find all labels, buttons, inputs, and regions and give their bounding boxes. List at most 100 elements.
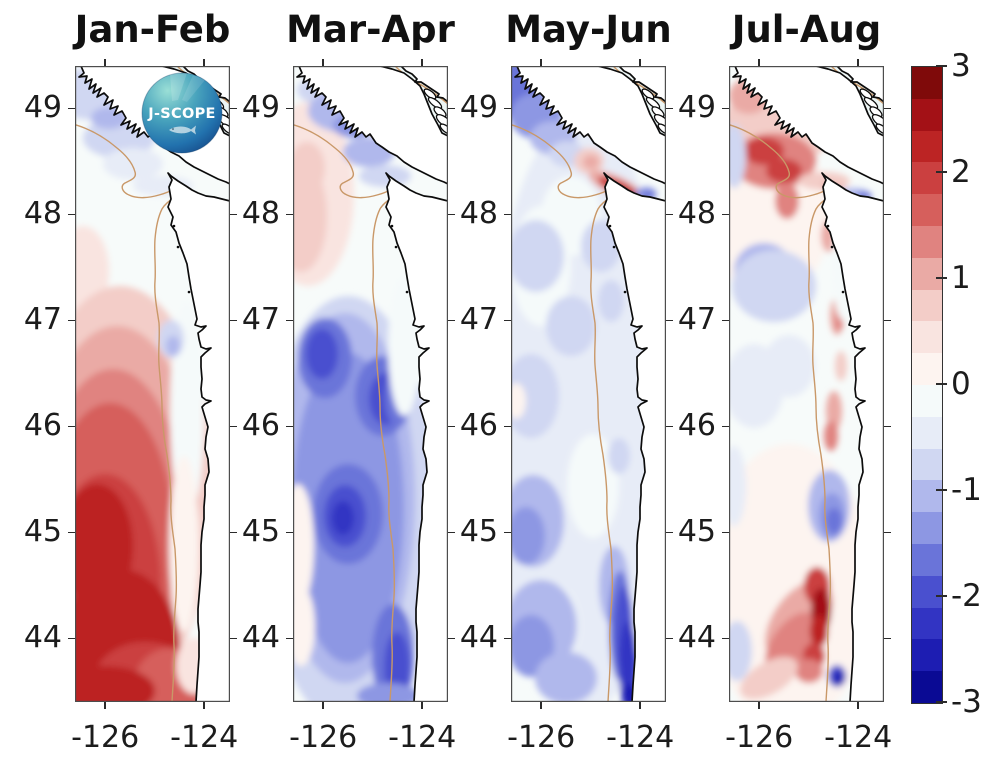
lon-tick-mark	[758, 59, 761, 66]
lon-tick-mark	[421, 59, 424, 66]
lat-tick-mark	[230, 319, 237, 322]
anomaly-blob	[729, 124, 746, 188]
lat-tick-mark	[666, 425, 673, 428]
lat-tick-mark	[722, 213, 729, 216]
coastal-islet	[612, 245, 616, 249]
lon-tick-mark	[104, 59, 107, 66]
lon-tick-label: -124	[606, 720, 675, 755]
colorbar-tick-mark	[936, 489, 947, 491]
lon-tick-mark	[203, 702, 206, 709]
panel-border	[293, 66, 448, 702]
map-svg	[293, 66, 448, 702]
lat-tick-mark	[504, 107, 511, 110]
anomaly-blob	[332, 501, 354, 535]
colorbar-tick-mark	[936, 383, 947, 385]
colorbar-band	[912, 225, 942, 258]
lat-tick-mark	[448, 319, 455, 322]
colorbar-band	[912, 480, 942, 513]
coastal-islet	[623, 290, 627, 294]
lat-tick-mark	[666, 319, 673, 322]
lat-tick-label: 46	[459, 408, 498, 444]
lat-tick-mark	[448, 213, 455, 216]
lat-tick-mark	[68, 107, 75, 110]
island	[859, 88, 873, 100]
island	[423, 88, 437, 100]
anomaly-blob	[567, 434, 619, 538]
lon-tick-mark	[104, 702, 107, 709]
lat-tick-mark	[722, 107, 729, 110]
coastal-islet	[841, 290, 845, 294]
fish-icon	[169, 125, 196, 135]
lat-tick-mark	[666, 637, 673, 640]
lon-tick-mark	[758, 702, 761, 709]
jscope-logo-text: J-SCOPE	[147, 106, 215, 122]
colorbar-tick-label: 3	[951, 48, 971, 84]
lat-tick-mark	[884, 425, 891, 428]
anomaly-blob	[775, 183, 799, 219]
anomaly-blob	[75, 666, 155, 702]
lon-tick-mark	[639, 702, 642, 709]
lon-tick-mark	[540, 702, 543, 709]
colorbar-tick-mark	[936, 595, 947, 597]
coastline-land	[514, 66, 666, 185]
lat-tick-mark	[722, 319, 729, 322]
anomaly-blob	[766, 159, 802, 183]
coastal-islet	[405, 290, 409, 294]
lat-tick-mark	[68, 319, 75, 322]
lon-tick-label: -126	[507, 720, 576, 755]
anomaly-blob	[826, 508, 842, 534]
anomaly-blob	[740, 656, 798, 700]
colorbar-band	[912, 67, 942, 99]
coastal-islet	[172, 224, 176, 228]
anomaly-blob	[744, 137, 784, 165]
lat-tick-mark	[286, 531, 293, 534]
lat-tick-mark	[286, 319, 293, 322]
lat-tick-mark	[286, 107, 293, 110]
anomaly-blob	[511, 220, 564, 292]
anomaly-blob	[166, 336, 180, 356]
colorbar-band	[912, 639, 942, 672]
lon-tick-mark	[857, 702, 860, 709]
lat-tick-mark	[666, 531, 673, 534]
lat-tick-label: 48	[241, 196, 280, 232]
coastline-land	[385, 172, 448, 702]
anomaly-blob	[835, 351, 847, 381]
anomaly-blob	[306, 329, 338, 379]
lat-tick-mark	[884, 531, 891, 534]
lat-tick-mark	[722, 531, 729, 534]
island	[641, 88, 655, 100]
lat-tick-mark	[504, 637, 511, 640]
panel-border	[511, 66, 666, 702]
anomaly-field	[75, 68, 215, 702]
panel-border	[75, 66, 230, 702]
anomaly-blob	[511, 507, 545, 565]
lat-tick-mark	[448, 107, 455, 110]
lon-tick-mark	[421, 702, 424, 709]
colorbar-tick-label: -1	[951, 472, 982, 508]
coastal-islet	[608, 224, 612, 228]
panel-title: Mar-Apr	[286, 8, 455, 51]
lon-tick-mark	[322, 59, 325, 66]
map-panel: J-SCOPE	[75, 66, 230, 702]
colorbar-band	[912, 321, 942, 354]
lat-tick-mark	[504, 531, 511, 534]
lat-tick-label: 45	[677, 514, 716, 550]
lat-tick-mark	[884, 637, 891, 640]
colorbar-band	[912, 289, 942, 322]
lat-tick-label: 44	[23, 620, 62, 656]
coastline-land	[603, 172, 666, 702]
bathymetry-contour	[75, 123, 184, 702]
lon-tick-label: -126	[289, 720, 358, 755]
lat-tick-mark	[68, 637, 75, 640]
colorbar-band	[912, 353, 942, 385]
coastal-islet	[390, 224, 394, 228]
lat-tick-label: 48	[23, 196, 62, 232]
colorbar-band	[912, 575, 942, 608]
colorbar-band	[912, 130, 942, 163]
lat-tick-mark	[230, 531, 237, 534]
lat-tick-mark	[722, 425, 729, 428]
map-panel	[511, 66, 666, 702]
colorbar-band	[912, 416, 942, 449]
map-panel	[729, 66, 884, 702]
lat-tick-label: 47	[23, 302, 62, 338]
